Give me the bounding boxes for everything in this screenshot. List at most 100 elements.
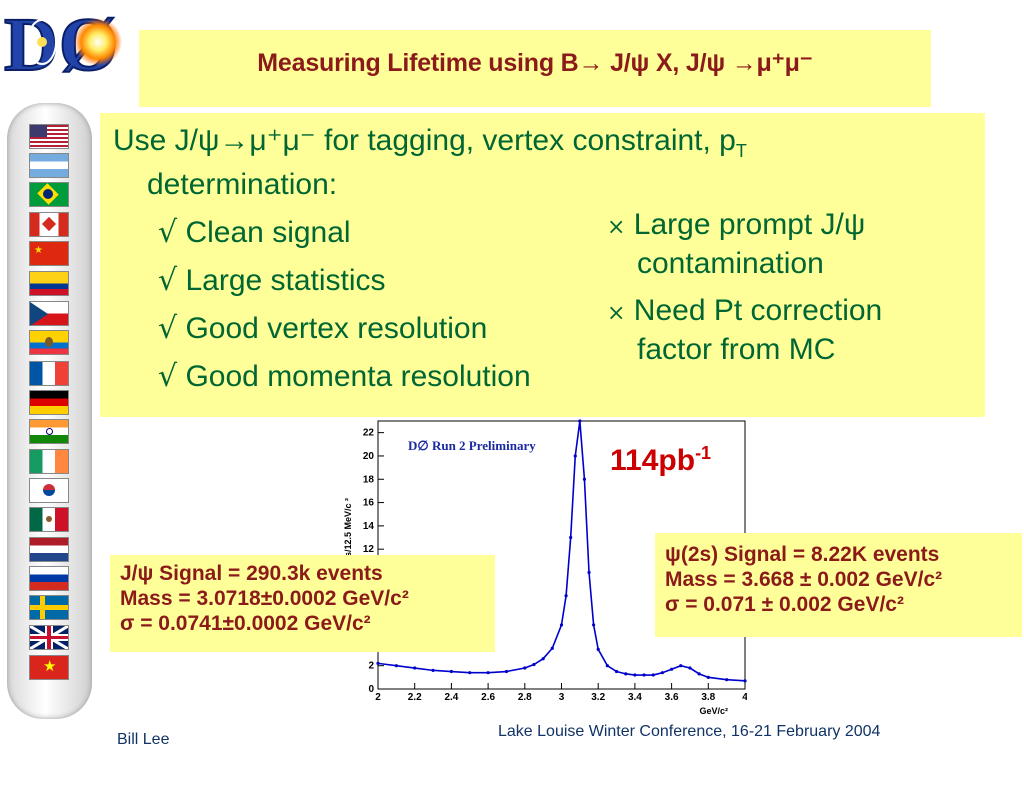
cross-icon: × [607, 301, 626, 326]
intro-text: Use J/ψ→μ⁺μ⁻ for tagging, vertex constra… [113, 124, 736, 157]
psi2s-mass: Mass = 3.668 ± 0.002 GeV/c² [665, 568, 943, 591]
psi2s-width: σ = 0.071 ± 0.002 GeV/c² [665, 593, 904, 616]
check-icon: √ [158, 359, 178, 394]
pro-label: Good vertex resolution [185, 312, 488, 345]
flag-uk-icon [29, 625, 69, 650]
data-point [564, 594, 568, 598]
flag-india-icon [29, 419, 69, 444]
con-item: × Need Pt correction [607, 294, 882, 331]
psi2s-signal-count: ψ(2s) Signal = 8.22K events [665, 543, 940, 566]
x-axis-label: GeV/c² [699, 706, 728, 716]
pro-item: √ Clean signal [158, 216, 351, 250]
data-point [624, 672, 628, 676]
x-axis: 2 2.2 2.4 2.6 2.8 3 3.2 3.4 3.6 3.8 4 [375, 683, 748, 703]
luminosity-exponent: -1 [695, 443, 712, 463]
author-name: Bill Lee [117, 731, 170, 748]
data-point [504, 669, 509, 674]
jpsi-signal-count: J/ψ Signal = 290.3k events [120, 562, 383, 585]
dzero-logo: DØ [2, 2, 137, 94]
data-point [541, 657, 545, 661]
flag-netherlands-icon [29, 537, 69, 562]
flag-france-icon [29, 361, 69, 386]
bullet-panel [100, 113, 985, 417]
jpsi-width: σ = 0.0741±0.0002 GeV/c² [120, 612, 371, 635]
y-axis-label: No. Evts/12.5 MeV/c ² [343, 498, 353, 588]
jpsi-signal-box: J/ψ Signal = 290.3k events Mass = 3.0718… [110, 555, 495, 652]
data-point [592, 623, 596, 627]
data-point [550, 646, 554, 650]
pro-label: Large statistics [185, 264, 386, 297]
luminosity-label: 114pb-1 [610, 443, 711, 478]
data-point [670, 667, 674, 671]
data-point [679, 664, 683, 668]
data-point [605, 664, 609, 668]
data-point [725, 678, 729, 682]
series-group [376, 419, 747, 683]
x-tick-label: 3.6 [665, 692, 679, 703]
data-point [569, 535, 573, 540]
x-tick-label: 3 [559, 692, 565, 703]
y-tick-label: 14 [363, 521, 375, 532]
data-point [468, 671, 472, 675]
x-tick-label: 2.4 [444, 692, 458, 703]
data-point [449, 669, 453, 674]
conference-name: Lake Louise Winter Conference, 16-21 Feb… [498, 723, 881, 740]
cross-icon: × [607, 215, 626, 240]
data-point [642, 673, 646, 677]
intro-line-1: Use J/ψ→μ⁺μ⁻ for tagging, vertex constra… [113, 124, 747, 168]
x-tick-label: 2.6 [481, 692, 495, 703]
con-item-cont: contamination [637, 247, 824, 280]
y-tick-label: 22 [363, 428, 375, 439]
data-point [523, 666, 527, 670]
data-point [706, 675, 710, 679]
luminosity-value: 114pb [610, 444, 696, 477]
pro-item: √ Good momenta resolution [158, 360, 531, 394]
x-tick-label: 2 [375, 692, 381, 703]
x-tick-label: 3.8 [701, 692, 715, 703]
jpsi-mass: Mass = 3.0718±0.0002 GeV/c² [120, 587, 409, 610]
x-tick-label: 3.4 [628, 692, 642, 703]
data-point [596, 647, 600, 651]
flag-argentina-icon [29, 153, 69, 178]
data-point [587, 570, 591, 575]
flag-korea-icon [29, 478, 69, 503]
x-tick-label: 4 [742, 692, 747, 703]
slide-title: Measuring Lifetime using B→ J/ψ X, J/ψ →… [257, 49, 813, 77]
con-item: × Large prompt J/ψ [607, 208, 865, 245]
check-icon: √ [158, 215, 178, 250]
con-label: Large prompt J/ψ [633, 208, 866, 241]
data-point [578, 419, 582, 423]
flag-colombia-icon [29, 271, 69, 296]
intro-subscript: T [735, 141, 747, 161]
y-tick-label: 16 [363, 498, 375, 509]
y-tick-label: 2 [368, 661, 374, 672]
data-point [582, 477, 587, 481]
intro-line-2: determination: [147, 168, 338, 201]
flag-vietnam-icon: ★ [29, 655, 69, 680]
data-point [532, 662, 536, 667]
data-point [413, 666, 417, 670]
country-flag-rail: ★ ★ [7, 103, 92, 719]
flag-china-icon: ★ [29, 241, 69, 266]
flag-czech-icon [29, 301, 69, 326]
con-label: Need Pt correction [633, 294, 883, 327]
check-icon: √ [158, 311, 178, 346]
data-point [573, 454, 577, 458]
data-point [394, 664, 398, 668]
data-point [743, 679, 747, 683]
y-tick-label: 20 [363, 451, 375, 462]
flag-sweden-icon [29, 595, 69, 620]
pro-item: √ Large statistics [158, 264, 386, 298]
psi2s-signal-box: ψ(2s) Signal = 8.22K events Mass = 3.668… [655, 533, 1022, 637]
title-banner [139, 30, 931, 107]
pro-label: Good momenta resolution [185, 360, 531, 393]
pro-label: Clean signal [185, 216, 351, 249]
x-tick-label: 2.2 [408, 692, 422, 703]
check-icon: √ [158, 263, 178, 298]
flag-usa-icon [29, 124, 69, 149]
flag-ireland-icon [29, 449, 69, 474]
data-point [633, 673, 637, 677]
x-tick-label: 2.8 [518, 692, 532, 703]
flag-brazil-icon [29, 182, 69, 207]
y-tick-label: 18 [363, 474, 375, 485]
